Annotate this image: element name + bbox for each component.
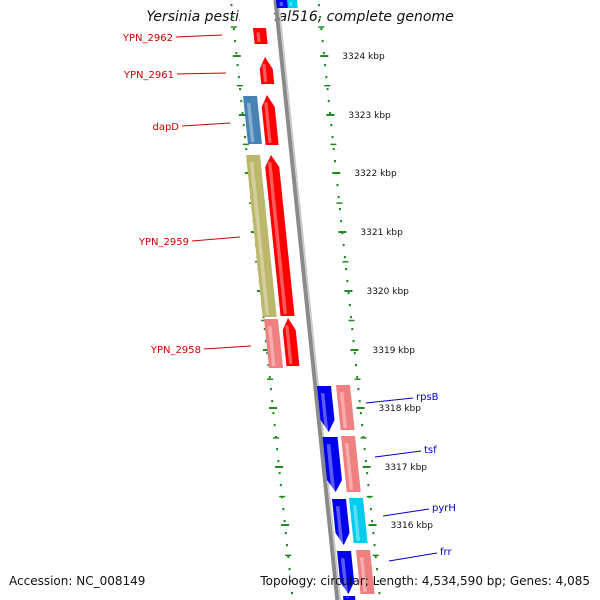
feature-pyrh-blue-highlight bbox=[335, 506, 344, 544]
label-layer: 3324 kbp 3323 kbp 3322 kbp 3321 kbp 3320 kbp… bbox=[122, 33, 456, 562]
scale-label: 3324 kbp bbox=[342, 52, 385, 62]
genome-summary-text: Topology: circular; Length: 4,534,590 bp… bbox=[260, 574, 590, 588]
scale-label: 3317 kbp bbox=[385, 463, 428, 473]
feature-pyrh-cyan-highlight bbox=[352, 505, 361, 542]
feature-ypn2958-pink-highlight bbox=[267, 326, 276, 367]
feature-ypn2962-red bbox=[253, 28, 268, 44]
feature-dapd-steelblue-body bbox=[243, 96, 262, 144]
feature-frr-blue-body bbox=[337, 551, 355, 594]
genome-backbone bbox=[273, 0, 340, 600]
feature-frr-blue bbox=[337, 551, 355, 594]
gene-leader-line bbox=[388, 552, 438, 562]
gene-label-right: pyrH bbox=[432, 503, 456, 514]
feature-dapd-red-body bbox=[261, 95, 279, 145]
feature-ypn2958-red-body bbox=[282, 318, 300, 366]
accession-text: Accession: NC_008149 bbox=[9, 574, 146, 588]
feature-frr-pink-body bbox=[356, 550, 375, 594]
feature-rpsb-blue bbox=[317, 386, 335, 432]
feature-ypn2959-red-body bbox=[265, 155, 295, 316]
feature-ypn2959-khaki-highlight bbox=[249, 162, 270, 316]
feature-frr-blue-highlight bbox=[340, 558, 348, 593]
feature-frr-pink-highlight bbox=[359, 557, 367, 593]
gene-leader-line bbox=[176, 72, 227, 75]
scale-label: 3320 kbp bbox=[366, 287, 409, 297]
map-title: Yersinia pestis Nepal516, complete genom… bbox=[146, 9, 454, 25]
scale-label: 3323 kbp bbox=[348, 111, 391, 121]
feature-ypn2959-khaki bbox=[246, 155, 277, 317]
feature-dapd-red bbox=[261, 95, 279, 145]
feature-rpsb-pink-highlight bbox=[339, 392, 348, 429]
feature-ypn2959-red-highlight bbox=[267, 162, 288, 315]
gene-label-left: YPN_2962 bbox=[122, 33, 173, 44]
gene-label-left: YPN_2958 bbox=[150, 345, 201, 356]
scale-label: 3319 kbp bbox=[373, 346, 416, 356]
feature-tsf-pink bbox=[341, 436, 361, 492]
feature-tsf-blue bbox=[322, 437, 342, 492]
scale-ticks bbox=[230, 26, 379, 557]
feature-ypn2961-red bbox=[259, 57, 275, 84]
gene-leader-line bbox=[365, 397, 414, 404]
gene-label-left: YPN_2961 bbox=[123, 70, 174, 81]
feature-pyrh-blue bbox=[332, 499, 350, 545]
scale-label: 3321 kbp bbox=[360, 228, 403, 238]
feature-pyrh-blue-body bbox=[332, 499, 350, 545]
feature-ypn2958-red bbox=[282, 318, 300, 366]
feature-tsf-blue-highlight bbox=[326, 444, 336, 491]
feature-ypn2958-pink-body bbox=[264, 319, 284, 368]
scale-label: 3318 kbp bbox=[379, 404, 422, 414]
feature-bottom-blue bbox=[343, 596, 356, 600]
feature-top-blue-body bbox=[276, 0, 291, 8]
gene-leader-line bbox=[175, 34, 223, 38]
feature-dapd-steelblue bbox=[243, 96, 262, 144]
gene-label-left: dapD bbox=[152, 122, 179, 133]
feature-frr-pink bbox=[356, 550, 375, 594]
feature-ypn2959-khaki-body bbox=[246, 155, 277, 317]
feature-top-cyan-body bbox=[287, 0, 298, 8]
feature-tsf-pink-body bbox=[341, 436, 361, 492]
feature-rpsb-pink-body bbox=[336, 385, 355, 430]
feature-dapd-red-highlight bbox=[264, 102, 272, 144]
gene-label-right: frr bbox=[440, 547, 452, 558]
feature-tsf-pink-highlight bbox=[344, 443, 354, 491]
gene-leader-line bbox=[191, 236, 241, 242]
gene-leader-line bbox=[374, 450, 422, 458]
gene-label-left: YPN_2959 bbox=[138, 237, 189, 248]
feature-ypn2959-red bbox=[265, 155, 295, 316]
feature-top-cyan bbox=[287, 0, 298, 8]
genome-backbone-shadow bbox=[277, 0, 342, 600]
feature-rpsb-blue-body bbox=[317, 386, 335, 432]
scale-label: 3316 kbp bbox=[391, 521, 434, 531]
feature-bottom-blue-body bbox=[343, 596, 356, 600]
feature-ypn2962-red-body bbox=[253, 28, 268, 44]
gene-leader-line bbox=[382, 508, 430, 517]
scale-label: 3322 kbp bbox=[354, 169, 397, 179]
feature-pyrh-cyan-body bbox=[349, 498, 368, 543]
feature-layer bbox=[243, 0, 375, 600]
feature-pyrh-cyan bbox=[349, 498, 368, 543]
feature-rpsb-blue-highlight bbox=[320, 393, 329, 431]
feature-top-blue bbox=[276, 0, 291, 8]
feature-rpsb-pink bbox=[336, 385, 355, 430]
feature-ypn2958-red-highlight bbox=[285, 325, 293, 365]
feature-tsf-blue-body bbox=[322, 437, 342, 492]
feature-ypn2962-red-highlight bbox=[256, 32, 261, 43]
ruler-right bbox=[317, 4, 381, 595]
gene-leader-line bbox=[203, 345, 252, 350]
gene-leader-line bbox=[181, 122, 231, 127]
gene-label-right: rpsB bbox=[416, 392, 439, 403]
feature-ypn2961-red-body bbox=[259, 57, 275, 84]
feature-ypn2961-red-highlight bbox=[262, 64, 268, 83]
feature-dapd-steelblue-highlight bbox=[246, 103, 255, 143]
gene-label-right: tsf bbox=[424, 445, 437, 456]
feature-ypn2958-pink bbox=[264, 319, 284, 368]
